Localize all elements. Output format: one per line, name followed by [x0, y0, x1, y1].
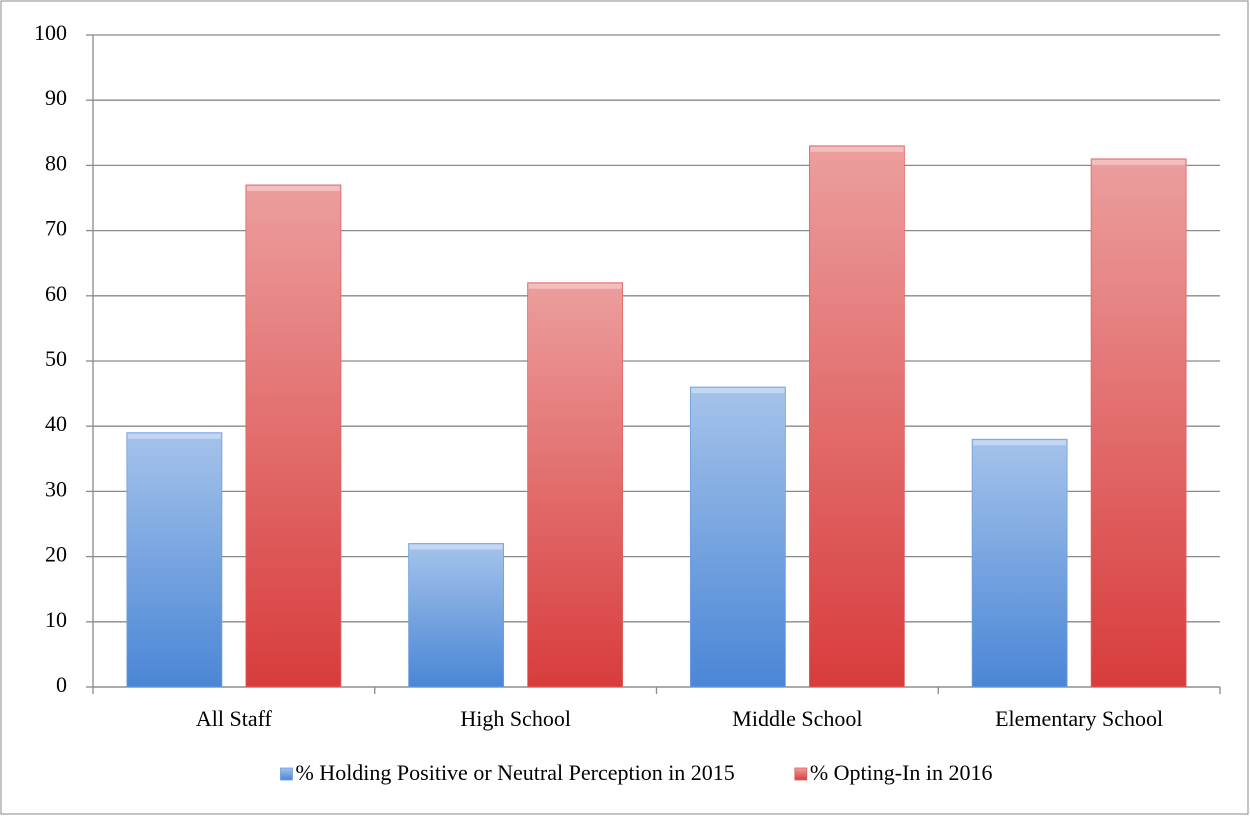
bar-highlight: [1092, 159, 1186, 165]
bar-highlight: [691, 388, 785, 394]
bar: [527, 282, 624, 688]
y-tick-label: 70: [45, 216, 67, 241]
legend-label: % Holding Positive or Neutral Perception…: [295, 760, 734, 785]
bar-highlight: [246, 185, 340, 191]
y-tick-label: 0: [56, 672, 67, 697]
bar: [245, 184, 342, 688]
bar: [408, 543, 505, 688]
bar: [126, 432, 223, 688]
bar: [971, 438, 1068, 688]
y-tick-label: 10: [45, 607, 67, 632]
x-tick-label: High School: [460, 706, 571, 731]
x-tick-label: Elementary School: [995, 706, 1163, 731]
bar-highlight: [528, 283, 622, 289]
x-tick-label: All Staff: [196, 706, 273, 731]
y-tick-label: 80: [45, 150, 67, 175]
x-tick-label: Middle School: [732, 706, 862, 731]
bar-highlight: [973, 440, 1067, 446]
legend-swatch: [794, 767, 808, 781]
y-tick-label: 50: [45, 346, 67, 371]
y-tick-label: 40: [45, 411, 67, 436]
y-tick-label: 20: [45, 542, 67, 567]
legend-swatch: [280, 767, 293, 781]
bar: [808, 145, 905, 688]
y-tick-label: 100: [34, 20, 67, 45]
y-tick-label: 90: [45, 85, 67, 110]
legend-label: % Opting-In in 2016: [810, 760, 993, 785]
y-tick-label: 60: [45, 281, 67, 306]
bar: [689, 386, 786, 688]
legend: % Holding Positive or Neutral Perception…: [280, 760, 993, 785]
bar: [1090, 158, 1187, 688]
y-tick-label: 30: [45, 476, 67, 501]
bar-highlight: [409, 544, 503, 550]
bar-highlight: [127, 433, 221, 439]
bar-highlight: [810, 146, 904, 152]
